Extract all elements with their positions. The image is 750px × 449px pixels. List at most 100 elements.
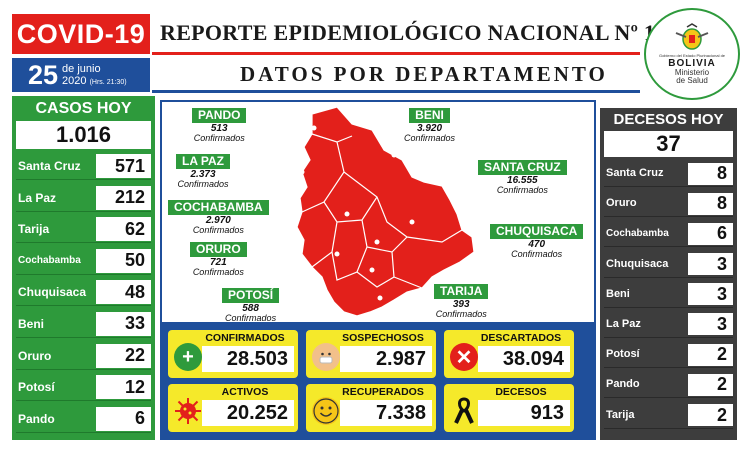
cases-today-total: 1.016 (16, 121, 151, 149)
map-dept-name: BENI (409, 108, 450, 123)
deaths-row-value: 3 (688, 313, 733, 336)
map-label-potosi: POTOSÍ 588 Confirmados (222, 286, 280, 323)
stat-descartados: DESCARTADOS ✕ 38.094 (444, 330, 574, 378)
deaths-row-name: Pando (606, 378, 640, 391)
deaths-today-panel: DECESOS HOY 37 Santa Cruz 8 Oruro 8 Cochab… (600, 108, 737, 440)
stat-value: 2.987 (340, 346, 432, 372)
smiley-icon (312, 397, 340, 425)
stat-label: CONFIRMADOS (205, 332, 285, 344)
cases-today-title: CASOS HOY (35, 100, 132, 117)
deaths-row: Santa Cruz 8 (604, 161, 733, 187)
section-title: DATOS POR DEPARTAMENTO (240, 62, 608, 86)
map-dept-name: LA PAZ (176, 154, 230, 169)
map-dept-value: 470 (528, 239, 546, 250)
cases-row-value: 571 (96, 154, 151, 178)
report-date: 25 de junio 2020 (Hrs. 21:30) (12, 58, 150, 92)
stat-label: DESCARTADOS (480, 332, 562, 344)
ministry-emblem: Gobierno del Estado Plurinacional de BOL… (644, 8, 740, 100)
stat-value: 20.252 (202, 400, 294, 426)
map-dept-value: 3.920 (417, 123, 443, 134)
map-dept-value: 721 (209, 257, 227, 268)
cases-row-name: La Paz (18, 190, 57, 205)
deaths-row-name: Oruro (606, 197, 637, 210)
deaths-row-value: 6 (688, 222, 733, 245)
cases-row-name: Chuquisaca (18, 285, 87, 300)
map-label-pando: PANDO 513 Confirmados (192, 106, 247, 143)
department-map: PANDO 513 Confirmados BENI 3.920 Confirm… (160, 100, 596, 323)
deaths-row-value: 2 (688, 404, 733, 426)
deaths-row-name: Chuquisaca (606, 257, 669, 270)
deaths-row-name: Beni (606, 287, 630, 300)
map-dept-value: 513 (210, 123, 228, 134)
stat-value: 913 (478, 400, 570, 426)
deaths-row-value: 8 (688, 162, 733, 185)
deaths-row: Potosí 2 (604, 342, 733, 369)
cases-row-value: 212 (96, 185, 151, 210)
map-dept-sub: Confirmados (404, 133, 456, 143)
x-circle-icon: ✕ (450, 343, 478, 371)
stat-sospechosos: SOSPECHOSOS 2.987 (306, 330, 436, 378)
stat-decesos: DECESOS 913 (444, 384, 574, 432)
masked-face-icon (312, 343, 340, 371)
stat-value: 28.503 (202, 346, 294, 372)
map-dept-sub: Confirmados (177, 179, 229, 189)
bolivia-map (296, 106, 475, 317)
date-rest: de junio 2020 (Hrs. 21:30) (62, 63, 127, 87)
coat-of-arms-icon (675, 22, 709, 50)
map-dept-value: 16.555 (507, 175, 538, 186)
cases-row-value: 62 (96, 217, 151, 242)
stat-value: 38.094 (478, 346, 570, 372)
map-dept-value: 2.373 (190, 169, 216, 180)
deaths-row: Tarija 2 (604, 403, 733, 429)
stat-value: 7.338 (340, 400, 432, 426)
map-label-chuquisaca: CHUQUISACA 470 Confirmados (490, 222, 584, 259)
cases-row: Pando 6 (16, 406, 151, 433)
date-time: (Hrs. 21:30) (89, 79, 127, 86)
cases-row: Cochabamba 50 (16, 248, 151, 275)
map-dept-sub: Confirmados (496, 185, 548, 195)
cases-row-name: Pando (18, 411, 55, 426)
deaths-row-value: 8 (688, 192, 733, 215)
report-title: REPORTE EPIDEMIOLÓGICO NACIONAL Nº 102 (160, 20, 678, 45)
map-dept-name: COCHABAMBA (168, 200, 269, 215)
national-stats: CONFIRMADOS + 28.503 SOSPECHOSOS 2.987 D… (160, 322, 596, 440)
cases-row-name: Beni (18, 316, 45, 331)
map-dept-value: 2.970 (205, 215, 231, 226)
map-label-oruro: ORURO 721 Confirmados (190, 240, 247, 277)
emblem-country: BOLIVIA (668, 57, 716, 69)
stat-label: DECESOS (495, 386, 547, 398)
deaths-row-name: Potosí (606, 348, 640, 361)
map-label-cochabamba: COCHABAMBA 2.970 Confirmados (168, 198, 269, 235)
map-label-la-paz: LA PAZ 2.373 Confirmados (176, 152, 230, 189)
map-dept-name: PANDO (192, 108, 247, 123)
cases-row-value: 33 (96, 311, 151, 336)
date-year: 2020 (62, 75, 87, 87)
deaths-row: Oruro 8 (604, 191, 733, 218)
deaths-row: Beni 3 (604, 282, 733, 308)
map-dept-value: 393 (452, 299, 470, 310)
deaths-today-total: 37 (604, 131, 733, 157)
date-month: de junio (62, 62, 101, 75)
cases-row-name: Santa Cruz (18, 159, 81, 173)
cases-row: Potosí 12 (16, 374, 151, 402)
virus-icon (174, 397, 202, 425)
deaths-row-value: 2 (688, 343, 733, 366)
stat-activos: ACTIVOS 20.252 (168, 384, 298, 432)
cases-row-name: Cochabamba (18, 254, 81, 266)
cases-row: Tarija 62 (16, 216, 151, 244)
deaths-row: Cochabamba 6 (604, 221, 733, 248)
map-dept-name: POTOSÍ (222, 288, 280, 303)
map-dept-name: CHUQUISACA (490, 224, 584, 239)
deaths-row: Pando 2 (604, 372, 733, 399)
map-dept-sub: Confirmados (192, 225, 244, 235)
cases-row-value: 6 (96, 406, 151, 431)
stat-label: ACTIVOS (221, 386, 269, 398)
emblem-ministry-1: Ministerio (674, 67, 710, 77)
cases-row-name: Potosí (18, 380, 55, 395)
deaths-row-name: Santa Cruz (606, 167, 664, 179)
header-divider-blue (152, 90, 640, 93)
cases-row-value: 48 (96, 280, 151, 305)
header-divider-red (152, 52, 640, 55)
map-dept-sub: Confirmados (193, 133, 245, 143)
cases-row: Beni 33 (16, 311, 151, 338)
